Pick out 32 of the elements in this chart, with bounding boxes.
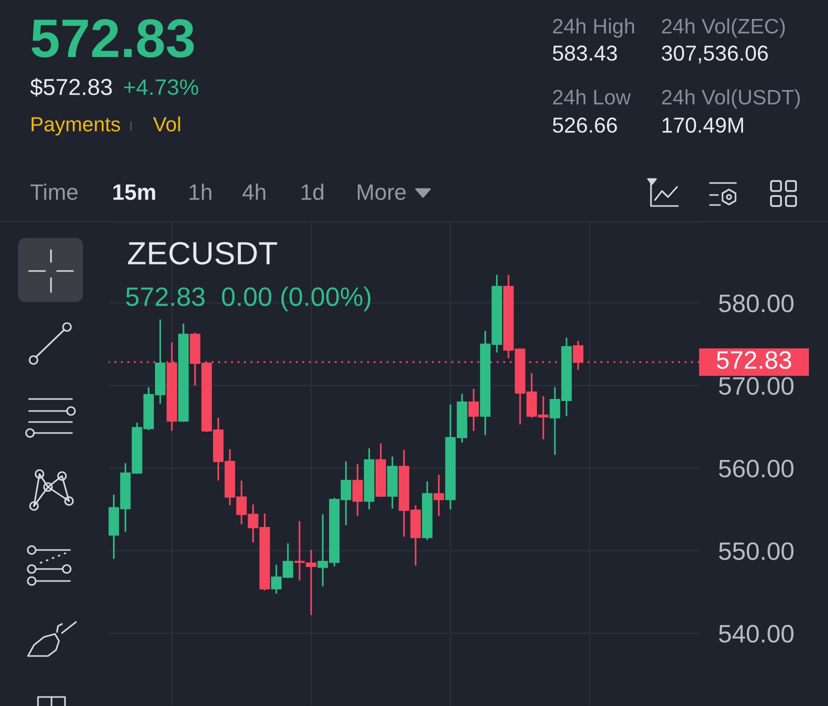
text: 170.49M: [662, 118, 744, 133]
text: 526.66: [552, 118, 617, 133]
y-tick-label: 550.00: [719, 542, 794, 560]
text: 583.43: [552, 46, 617, 61]
text: +4.73%: [124, 79, 198, 95]
text: 4h: [242, 184, 266, 200]
candlestick: [434, 474, 444, 517]
text: 1d: [302, 184, 324, 200]
candlestick: [352, 463, 363, 517]
text: Vol: [153, 116, 180, 132]
annotation: 0.00 (0.00%): [222, 286, 370, 312]
text: 24h Vol(USDT): [662, 89, 800, 109]
y-tick-label: 560.00: [719, 460, 794, 478]
candlestick: [468, 388, 479, 432]
text: 15m: [113, 184, 156, 200]
candlestick: [572, 340, 584, 371]
text: More: [358, 184, 406, 200]
text: 1h: [190, 184, 212, 200]
chart-title: ZECUSDT: [128, 242, 278, 265]
text: 24h High: [553, 18, 634, 38]
ref-line-label: 572.83: [716, 351, 792, 369]
text: Payments: [32, 117, 120, 136]
text: 572.83: [32, 19, 194, 58]
y-tick-label: 540.00: [719, 624, 794, 643]
text: Time: [30, 184, 78, 200]
text: 307,536.06: [662, 46, 768, 64]
y-tick-label: 580.00: [719, 294, 794, 312]
text: 24h Low: [553, 89, 631, 105]
y-tick-label: 570.00: [719, 377, 794, 395]
text: $572.83: [30, 78, 112, 97]
annotation: 572.83: [126, 287, 205, 306]
text: 24h Vol(ZEC): [662, 18, 785, 38]
